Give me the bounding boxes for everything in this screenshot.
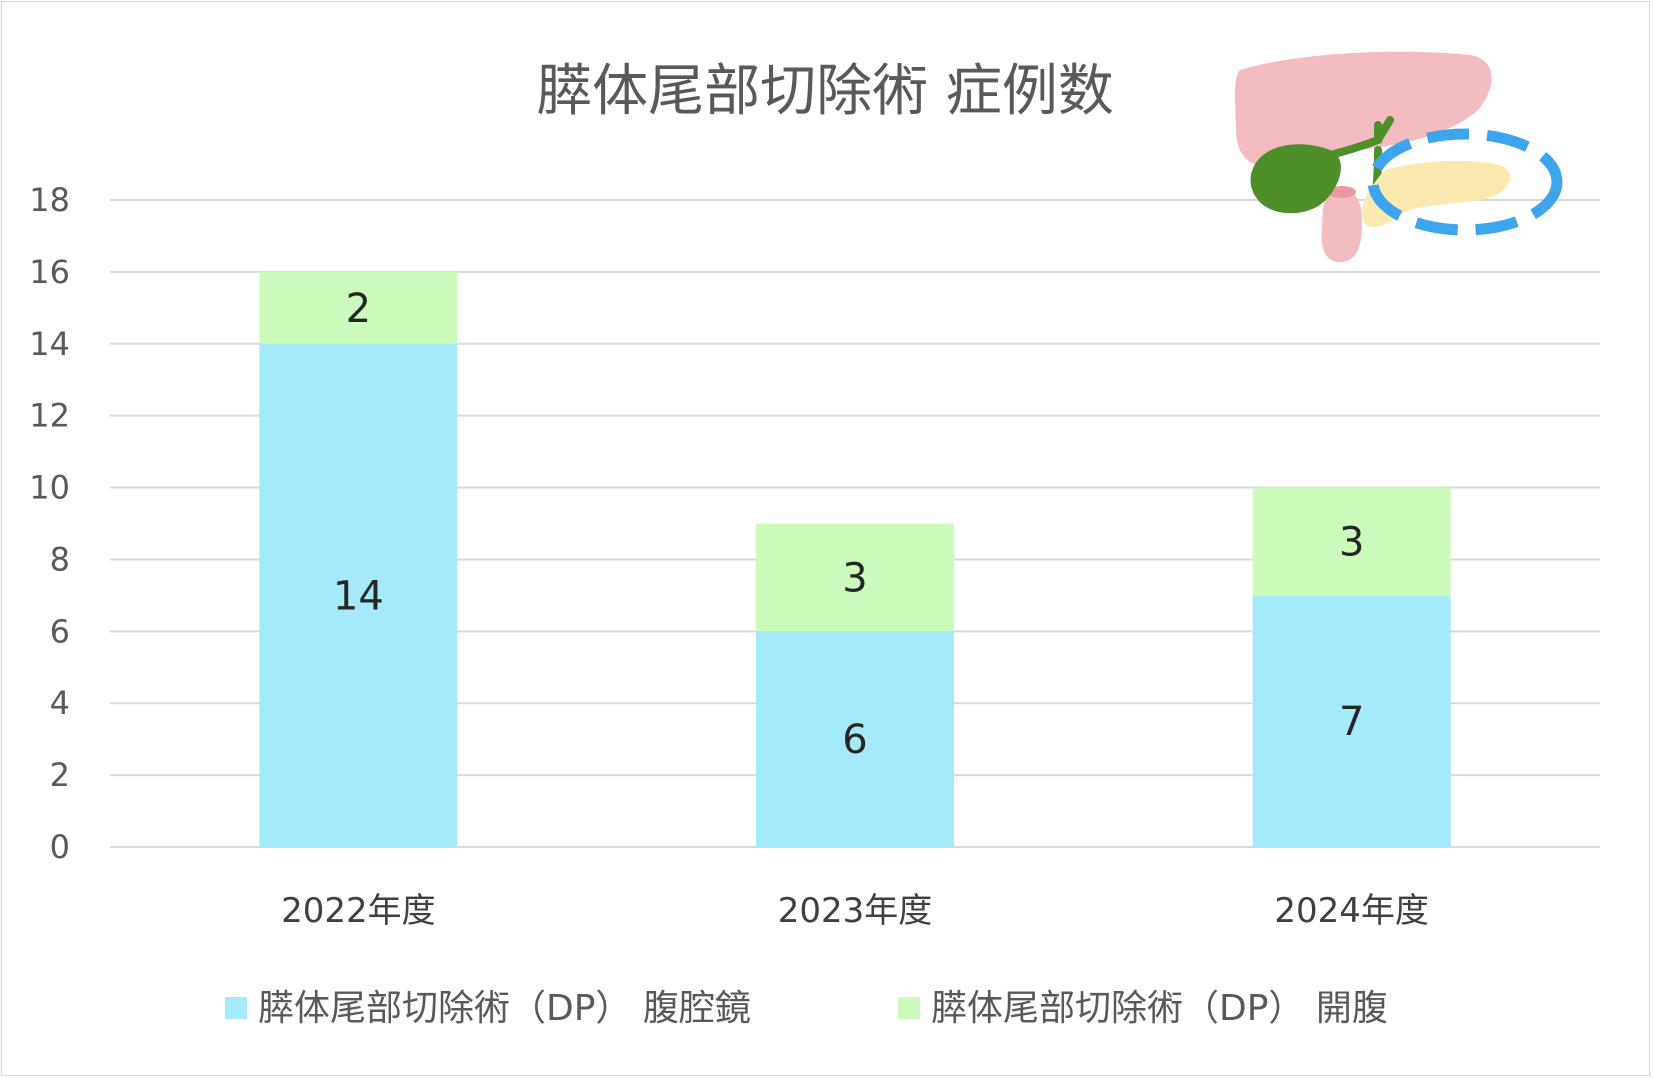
bar-2022年度-series-0 — [259, 343, 458, 847]
legend-swatch-open — [898, 997, 920, 1019]
bar-2023年度-series-0 — [756, 631, 954, 847]
pancreas-organ-illustration — [1235, 51, 1563, 262]
y-tick-label-8: 8 — [50, 540, 70, 578]
data-labels: 14 2 6 3 7 3 — [333, 286, 1365, 763]
bar-2023年度-series-1 — [756, 523, 954, 632]
y-tick-label-2: 2 — [50, 756, 70, 794]
duodenum-shape — [1321, 189, 1362, 262]
y-tick-label-0: 0 — [50, 828, 70, 866]
bar-2024年度-series-0 — [1252, 595, 1451, 847]
data-label-2023年度-series-0: 6 — [842, 717, 867, 763]
data-label-2022年度-series-1: 2 — [346, 286, 371, 332]
bar-2024年度-series-1 — [1252, 487, 1451, 596]
duodenum-opening — [1328, 186, 1356, 198]
x-tick-label-0: 2022年度 — [281, 891, 436, 931]
bars — [259, 271, 1451, 847]
y-tick-label-10: 10 — [29, 469, 70, 507]
data-label-2024年度-series-0: 7 — [1339, 699, 1364, 745]
liver-shape — [1235, 51, 1492, 166]
legend: 膵体尾部切除術（DP） 腹腔鏡 膵体尾部切除術（DP） 開腹 — [225, 988, 1388, 1029]
x-tick-label-1: 2023年度 — [778, 891, 933, 931]
y-tick-label-16: 16 — [29, 253, 70, 291]
data-label-2023年度-series-1: 3 — [842, 555, 867, 601]
y-tick-label-18: 18 — [29, 181, 70, 219]
y-tick-label-14: 14 — [29, 325, 70, 363]
legend-label-laparoscopic: 膵体尾部切除術（DP） 腹腔鏡 — [258, 988, 751, 1029]
data-label-2024年度-series-1: 3 — [1339, 519, 1364, 565]
y-tick-label-4: 4 — [50, 684, 70, 722]
highlight-dashed-circle — [1367, 128, 1563, 236]
pancreas-shape — [1362, 160, 1511, 228]
chart-title: 膵体尾部切除術 症例数 — [536, 59, 1114, 124]
legend-label-open: 膵体尾部切除術（DP） 開腹 — [931, 988, 1388, 1029]
y-tick-label-6: 6 — [50, 612, 70, 650]
legend-swatch-laparoscopic — [225, 997, 247, 1019]
gallbladder-shape — [1250, 144, 1341, 214]
y-tick-label-12: 12 — [29, 397, 70, 435]
data-label-2022年度-series-0: 14 — [333, 573, 384, 619]
x-axis-tick-labels: 2022年度 2023年度 2024年度 — [281, 891, 1429, 931]
bar-2022年度-series-1 — [259, 271, 458, 344]
x-tick-label-2: 2024年度 — [1274, 891, 1429, 931]
y-axis-tick-labels: 0 2 4 6 8 10 12 14 16 18 — [29, 181, 70, 866]
